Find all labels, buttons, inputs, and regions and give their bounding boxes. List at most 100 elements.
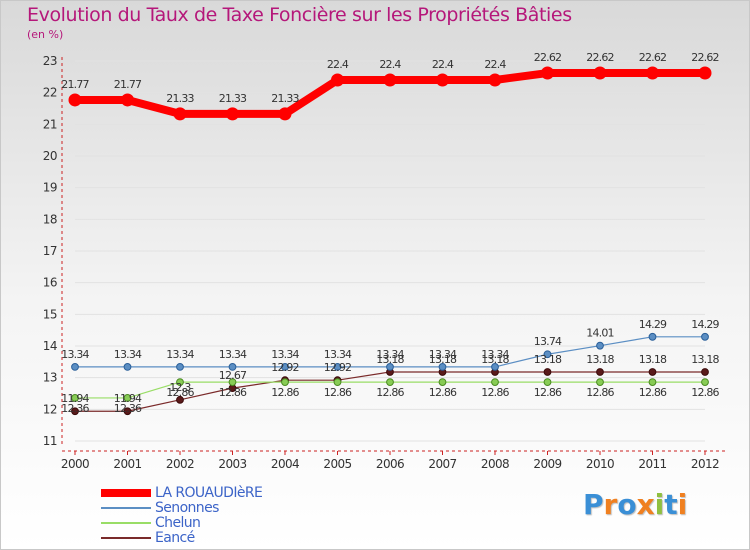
data-label: 13.34: [376, 348, 404, 361]
data-point: [333, 363, 342, 371]
data-label: 13.18: [691, 353, 719, 366]
legend-label: LA ROUAUDIèRE: [155, 485, 263, 501]
data-label: 12.86: [429, 386, 457, 399]
x-tick-label: 2005: [323, 457, 351, 471]
data-point: [648, 332, 657, 341]
data-point: [281, 378, 289, 387]
data-point: [543, 378, 552, 387]
data-label: 12.36: [61, 402, 89, 415]
y-tick-label: 15: [43, 307, 57, 321]
y-tick-label: 18: [43, 212, 57, 226]
data-label: 21.33: [219, 92, 247, 105]
data-label: 12.86: [271, 386, 299, 399]
data-label: 12.86: [481, 386, 509, 399]
data-point: [543, 368, 552, 376]
legend-label: Chelun: [155, 515, 201, 531]
legend-label: Senonnes: [155, 500, 219, 516]
data-label: 12.92: [324, 361, 352, 374]
data-label: 21.77: [61, 78, 89, 91]
data-label: 12.86: [691, 386, 719, 399]
data-label: 21.33: [166, 92, 194, 105]
data-point: [438, 378, 447, 387]
data-point: [436, 73, 449, 87]
data-point: [701, 332, 709, 341]
logo-letter: P: [583, 488, 604, 521]
legend-swatch: [101, 537, 151, 539]
data-label: 13.18: [534, 353, 562, 366]
data-point: [176, 395, 184, 404]
data-label: 13.34: [481, 348, 509, 361]
legend-item: LA ROUAUDIèRE: [101, 485, 361, 501]
data-point: [333, 378, 342, 387]
chart-title: Evolution du Taux de Taxe Foncière sur l…: [27, 4, 572, 26]
logo-letter: x: [636, 488, 655, 521]
y-tick-label: 11: [43, 434, 57, 448]
data-label: 13.34: [166, 348, 194, 361]
data-point: [281, 363, 289, 371]
data-point: [648, 368, 657, 376]
logo-letter: o: [617, 488, 637, 521]
data-point: [123, 407, 132, 416]
legend-swatch: [101, 489, 151, 497]
y-axis-unit: (en %): [27, 28, 64, 41]
data-point: [596, 378, 604, 387]
data-label: 13.34: [324, 348, 352, 361]
data-label: 22.4: [327, 58, 349, 71]
x-tick-label: 2008: [481, 457, 509, 471]
data-label: 22.62: [586, 51, 614, 64]
data-label: 12.67: [219, 369, 247, 382]
x-tick-label: 2011: [638, 457, 666, 471]
data-label: 13.34: [429, 348, 457, 361]
data-point: [71, 394, 79, 402]
x-tick-label: 2003: [218, 457, 246, 471]
x-tick-label: 2006: [376, 457, 404, 471]
data-label: 13.18: [376, 353, 404, 366]
y-tick-label: 21: [43, 117, 57, 131]
data-point: [71, 407, 79, 416]
data-point: [646, 66, 659, 80]
data-label: 13.74: [534, 335, 562, 348]
y-tick-label: 12: [43, 402, 57, 416]
x-tick-label: 2012: [691, 457, 719, 471]
data-label: 13.34: [114, 348, 142, 361]
data-point: [541, 66, 554, 80]
data-label: 22.62: [639, 51, 667, 64]
data-point: [228, 363, 237, 371]
legend-label: Eancé: [155, 530, 195, 546]
x-tick-label: 2007: [428, 457, 456, 471]
y-tick-label: 17: [43, 244, 57, 258]
data-label: 13.18: [481, 353, 509, 366]
data-point: [278, 107, 292, 121]
y-tick-label: 13: [43, 371, 57, 385]
y-tick-label: 19: [43, 181, 57, 195]
data-point: [698, 66, 712, 80]
data-point: [491, 363, 499, 371]
logo-letter: i: [654, 488, 665, 521]
data-point: [593, 66, 607, 80]
data-label: 12.86: [534, 386, 562, 399]
data-point: [228, 378, 237, 387]
data-point: [71, 363, 79, 371]
legend-item: Senonnes: [101, 500, 361, 516]
legend: LA ROUAUDIèRE Senonnes Chelun Eancé: [101, 485, 361, 546]
data-label: 11.94: [114, 392, 142, 405]
data-label: 12.86: [219, 386, 247, 399]
data-label: 12.86: [166, 386, 194, 399]
data-point: [176, 378, 184, 387]
data-point: [648, 378, 657, 387]
legend-swatch: [101, 522, 151, 524]
data-label: 12.86: [639, 386, 667, 399]
data-label: 21.33: [271, 92, 299, 105]
data-point: [596, 368, 604, 376]
data-point: [438, 363, 447, 371]
data-label: 13.18: [639, 353, 667, 366]
x-tick-label: 2010: [586, 457, 614, 471]
x-tick-label: 2009: [533, 457, 561, 471]
data-label: 13.34: [61, 348, 89, 361]
data-label: 13.34: [271, 348, 299, 361]
data-label: 14.29: [691, 318, 719, 331]
data-point: [386, 363, 394, 371]
y-tick-label: 23: [43, 54, 57, 68]
